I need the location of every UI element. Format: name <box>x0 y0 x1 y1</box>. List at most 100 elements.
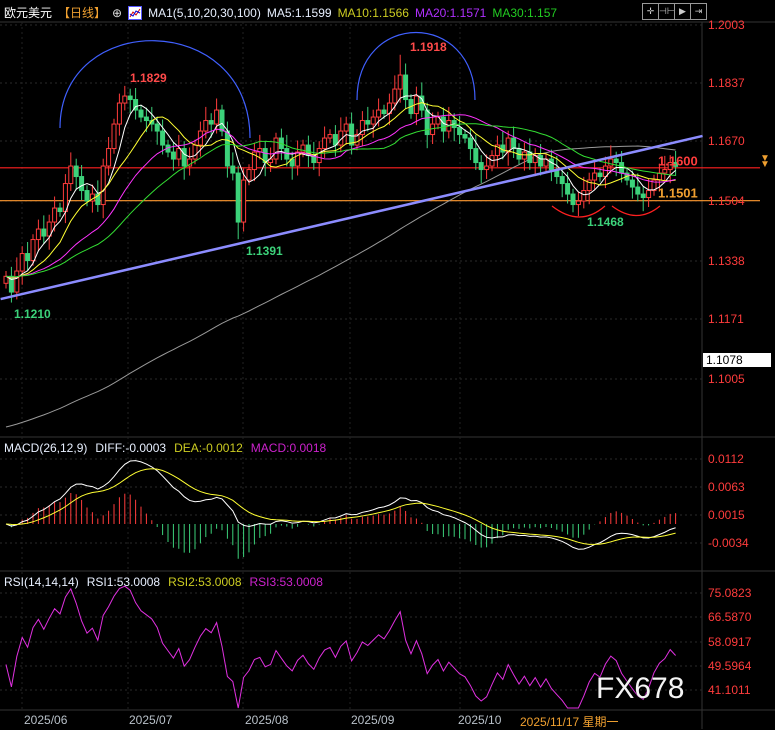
candle-up <box>100 165 106 206</box>
date-tick: 2025/09 <box>351 713 395 727</box>
candle-down <box>381 109 387 115</box>
candle-down <box>673 162 679 167</box>
candle-down <box>527 151 533 164</box>
rsi-header: RSI(14,14,14) RSI1:53.0008 RSI2:53.0008 … <box>4 575 323 589</box>
macd-histogram-value: MACD:0.0018 <box>250 441 327 455</box>
candle-up <box>494 144 500 157</box>
crosshair-icon[interactable]: ✛ <box>642 3 659 20</box>
price-tick: 1.1171 <box>708 312 744 326</box>
candle-down <box>478 162 484 171</box>
ma5-line <box>5 94 676 280</box>
arc-annotation <box>551 205 606 218</box>
rsi1-value: RSI1:53.0008 <box>86 575 161 589</box>
candle-up <box>322 137 328 150</box>
candle-up <box>30 239 36 262</box>
candle-up <box>646 190 652 199</box>
scroll-right-icon[interactable]: ⇥ <box>690 3 707 20</box>
candle-down <box>41 228 47 237</box>
candle-up <box>35 228 41 241</box>
candle-up <box>295 151 301 167</box>
candle-down <box>25 253 31 262</box>
price-marker-icon[interactable]: ▼ ▼ <box>760 153 770 170</box>
candle-down <box>224 130 230 167</box>
candle-down <box>138 109 144 118</box>
candle-down <box>467 137 473 150</box>
candle-down <box>349 123 355 146</box>
candle-down <box>570 193 576 206</box>
macd-tick: 0.0063 <box>708 480 745 494</box>
current-price-tag: 1.1078 <box>703 353 771 367</box>
candle-up <box>251 151 257 171</box>
candle-up <box>111 123 117 150</box>
high-label: 1.1829 <box>130 71 167 85</box>
candle-down <box>160 130 166 146</box>
candle-down <box>538 155 544 167</box>
crosshair-toggle-icon[interactable]: ⊕ <box>112 5 123 20</box>
candle-up <box>176 148 182 160</box>
candle-up <box>484 165 490 171</box>
candle-down <box>154 123 160 132</box>
candle-down <box>457 127 463 136</box>
ma30-value: MA30:1.157 <box>492 5 558 20</box>
candle-up <box>592 172 598 181</box>
price-tick: 1.1504 <box>708 194 745 208</box>
candle-down <box>403 74 409 101</box>
macd-dea-line <box>5 468 676 545</box>
candle-up <box>575 200 581 206</box>
candle-up <box>608 158 614 167</box>
candle-up <box>192 144 198 160</box>
candle-up <box>662 169 668 174</box>
zoom-out-icon[interactable]: ▶ <box>674 3 691 20</box>
candle-down <box>473 148 479 164</box>
candle-down <box>565 183 571 195</box>
low-label: 1.1468 <box>587 215 624 229</box>
candle-down <box>230 165 236 174</box>
trendline <box>0 134 703 301</box>
candle-down <box>219 109 225 132</box>
low-label: 1.1391 <box>246 244 283 258</box>
macd-tick: 0.0112 <box>708 452 744 466</box>
macd-label: MACD(26,12,9) <box>4 441 88 455</box>
macd-header: MACD(26,12,9) DIFF:-0.0003 DEA:-0.0012 M… <box>4 441 326 455</box>
ma30-line <box>5 123 676 278</box>
candle-down <box>235 172 241 223</box>
candle-down <box>127 95 133 101</box>
candle-up <box>273 137 279 160</box>
macd-diff-line <box>5 460 676 550</box>
candle-up <box>203 120 209 132</box>
candle-down <box>8 275 14 293</box>
candle-down <box>635 186 641 195</box>
candle-up <box>651 179 657 192</box>
candle-up <box>370 116 376 125</box>
resistance-label: 1.1600 <box>658 153 698 169</box>
candle-up <box>300 144 306 153</box>
candle-up <box>14 270 20 293</box>
ma100-line <box>5 145 676 428</box>
price-tick: 1.2003 <box>708 18 745 32</box>
candle-down <box>629 179 635 188</box>
candle-down <box>462 134 468 139</box>
rsi-tick: 75.0823 <box>708 586 752 600</box>
rsi-tick: 58.0917 <box>708 635 752 649</box>
arc-annotation <box>59 40 251 139</box>
candle-down <box>500 144 506 153</box>
candle-down <box>73 165 79 178</box>
ma10-line <box>5 102 676 279</box>
candle-up <box>52 207 58 223</box>
rsi3-value: RSI3:53.0008 <box>249 575 323 589</box>
rsi-line <box>5 585 676 709</box>
candle-down <box>424 109 430 136</box>
zoom-in-icon[interactable]: ⊣⊢ <box>658 3 675 20</box>
rsi-tick: 49.5964 <box>708 659 752 673</box>
period-label[interactable]: 【日线】 <box>58 6 107 20</box>
price-tick: 1.1670 <box>708 134 745 148</box>
rsi-tick: 41.1011 <box>708 683 751 697</box>
candle-up <box>68 165 74 185</box>
rsi-label: RSI(14,14,14) <box>4 575 79 589</box>
ma10-value: MA10:1.1566 <box>337 5 409 20</box>
ma-indicator-label: MA1(5,10,20,30,100) <box>148 5 261 20</box>
candle-up <box>376 109 382 118</box>
candle-up <box>46 221 52 237</box>
candle-up <box>19 253 25 272</box>
